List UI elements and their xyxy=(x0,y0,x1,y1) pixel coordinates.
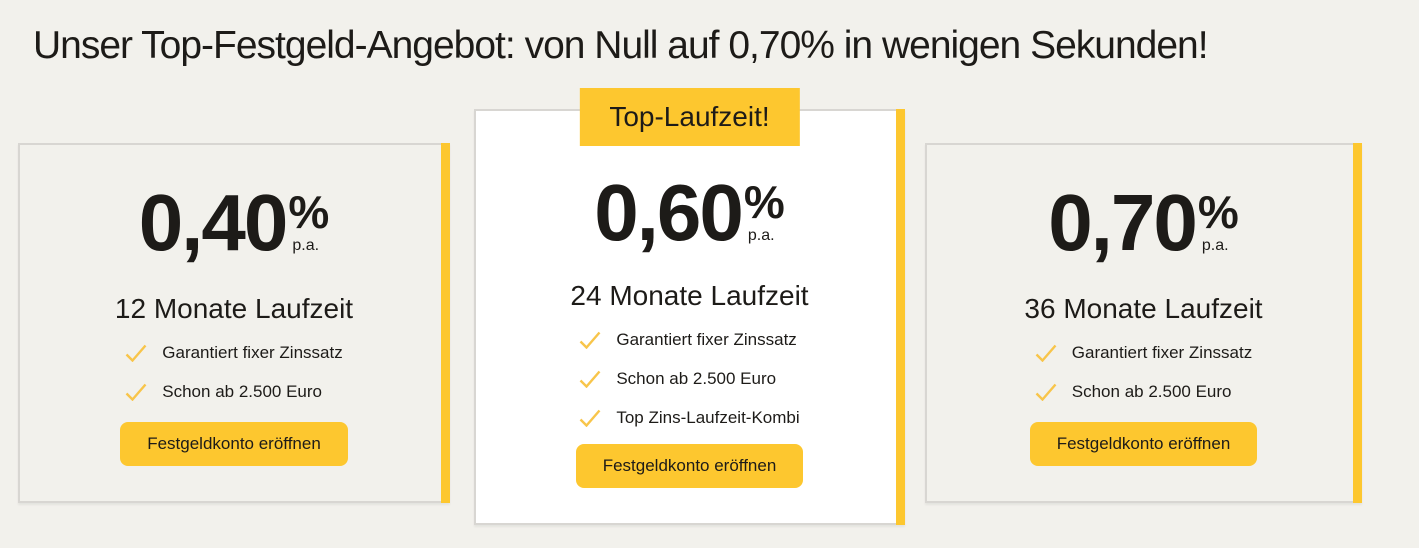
check-icon xyxy=(1035,383,1057,402)
open-festgeld-account-button[interactable]: Festgeldkonto eröffnen xyxy=(120,422,348,467)
feature-item: Garantiert fixer Zinssatz xyxy=(579,328,797,352)
per-annum-label: p.a. xyxy=(747,227,775,244)
rate-unit: % p.a. xyxy=(288,189,329,255)
top-term-badge: Top-Laufzeit! xyxy=(579,88,800,146)
feature-item: Schon ab 2.500 Euro xyxy=(1035,380,1232,404)
offer-card-12-months: 0,40 % p.a. 12 Monate Laufzeit Garantier… xyxy=(18,143,450,503)
feature-text: Schon ab 2.500 Euro xyxy=(616,369,777,389)
per-annum-label: p.a. xyxy=(292,237,320,254)
feature-text: Garantiert fixer Zinssatz xyxy=(1071,343,1253,363)
term-label: 12 Monate Laufzeit xyxy=(114,293,354,324)
percent-sign: % xyxy=(288,186,330,238)
check-icon xyxy=(579,409,601,428)
percent-sign: % xyxy=(1197,186,1239,238)
open-festgeld-account-button[interactable]: Festgeldkonto eröffnen xyxy=(575,444,804,489)
feature-text: Schon ab 2.500 Euro xyxy=(1071,382,1232,402)
card-accent-stripe xyxy=(441,143,450,503)
card-accent-stripe xyxy=(896,109,905,525)
rate-unit: % p.a. xyxy=(1198,189,1239,255)
check-icon xyxy=(579,370,601,389)
rate-value: 0,60 xyxy=(594,168,744,257)
feature-item: Garantiert fixer Zinssatz xyxy=(1035,341,1252,365)
per-annum-label: p.a. xyxy=(1201,237,1229,254)
check-icon xyxy=(1035,344,1057,363)
feature-list: Garantiert fixer Zinssatz Schon ab 2.500… xyxy=(1035,341,1252,404)
percent-sign: % xyxy=(743,176,785,228)
card-accent-stripe xyxy=(1353,143,1362,503)
interest-rate: 0,40 % p.a. xyxy=(138,178,330,267)
feature-text: Garantiert fixer Zinssatz xyxy=(162,343,343,363)
offer-card-24-months-highlighted: Top-Laufzeit! 0,60 % p.a. 24 Monate Lauf… xyxy=(474,88,905,525)
page-title: Unser Top-Festgeld-Angebot: von Null auf… xyxy=(33,24,1209,67)
feature-text: Top Zins-Laufzeit-Kombi xyxy=(616,408,800,428)
feature-list: Garantiert fixer Zinssatz Schon ab 2.500… xyxy=(579,328,800,430)
feature-item: Garantiert fixer Zinssatz xyxy=(125,341,343,365)
rate-value: 0,70 xyxy=(1048,178,1198,267)
check-icon xyxy=(125,383,147,402)
feature-text: Schon ab 2.500 Euro xyxy=(162,382,322,402)
term-label: 36 Monate Laufzeit xyxy=(1024,293,1263,324)
interest-rate: 0,60 % p.a. xyxy=(594,168,785,257)
rate-unit: % p.a. xyxy=(744,179,785,245)
check-icon xyxy=(125,344,147,363)
check-icon xyxy=(579,331,601,350)
feature-list: Garantiert fixer Zinssatz Schon ab 2.500… xyxy=(125,341,343,404)
offer-card-36-months: 0,70 % p.a. 36 Monate Laufzeit Garantier… xyxy=(925,143,1362,503)
term-label: 24 Monate Laufzeit xyxy=(570,280,809,311)
rate-value: 0,40 xyxy=(138,178,289,267)
feature-item: Schon ab 2.500 Euro xyxy=(125,380,322,404)
feature-item: Schon ab 2.500 Euro xyxy=(579,367,776,391)
feature-text: Garantiert fixer Zinssatz xyxy=(616,330,797,350)
interest-rate: 0,70 % p.a. xyxy=(1048,178,1239,267)
open-festgeld-account-button[interactable]: Festgeldkonto eröffnen xyxy=(1029,422,1258,467)
feature-item: Top Zins-Laufzeit-Kombi xyxy=(579,406,800,430)
